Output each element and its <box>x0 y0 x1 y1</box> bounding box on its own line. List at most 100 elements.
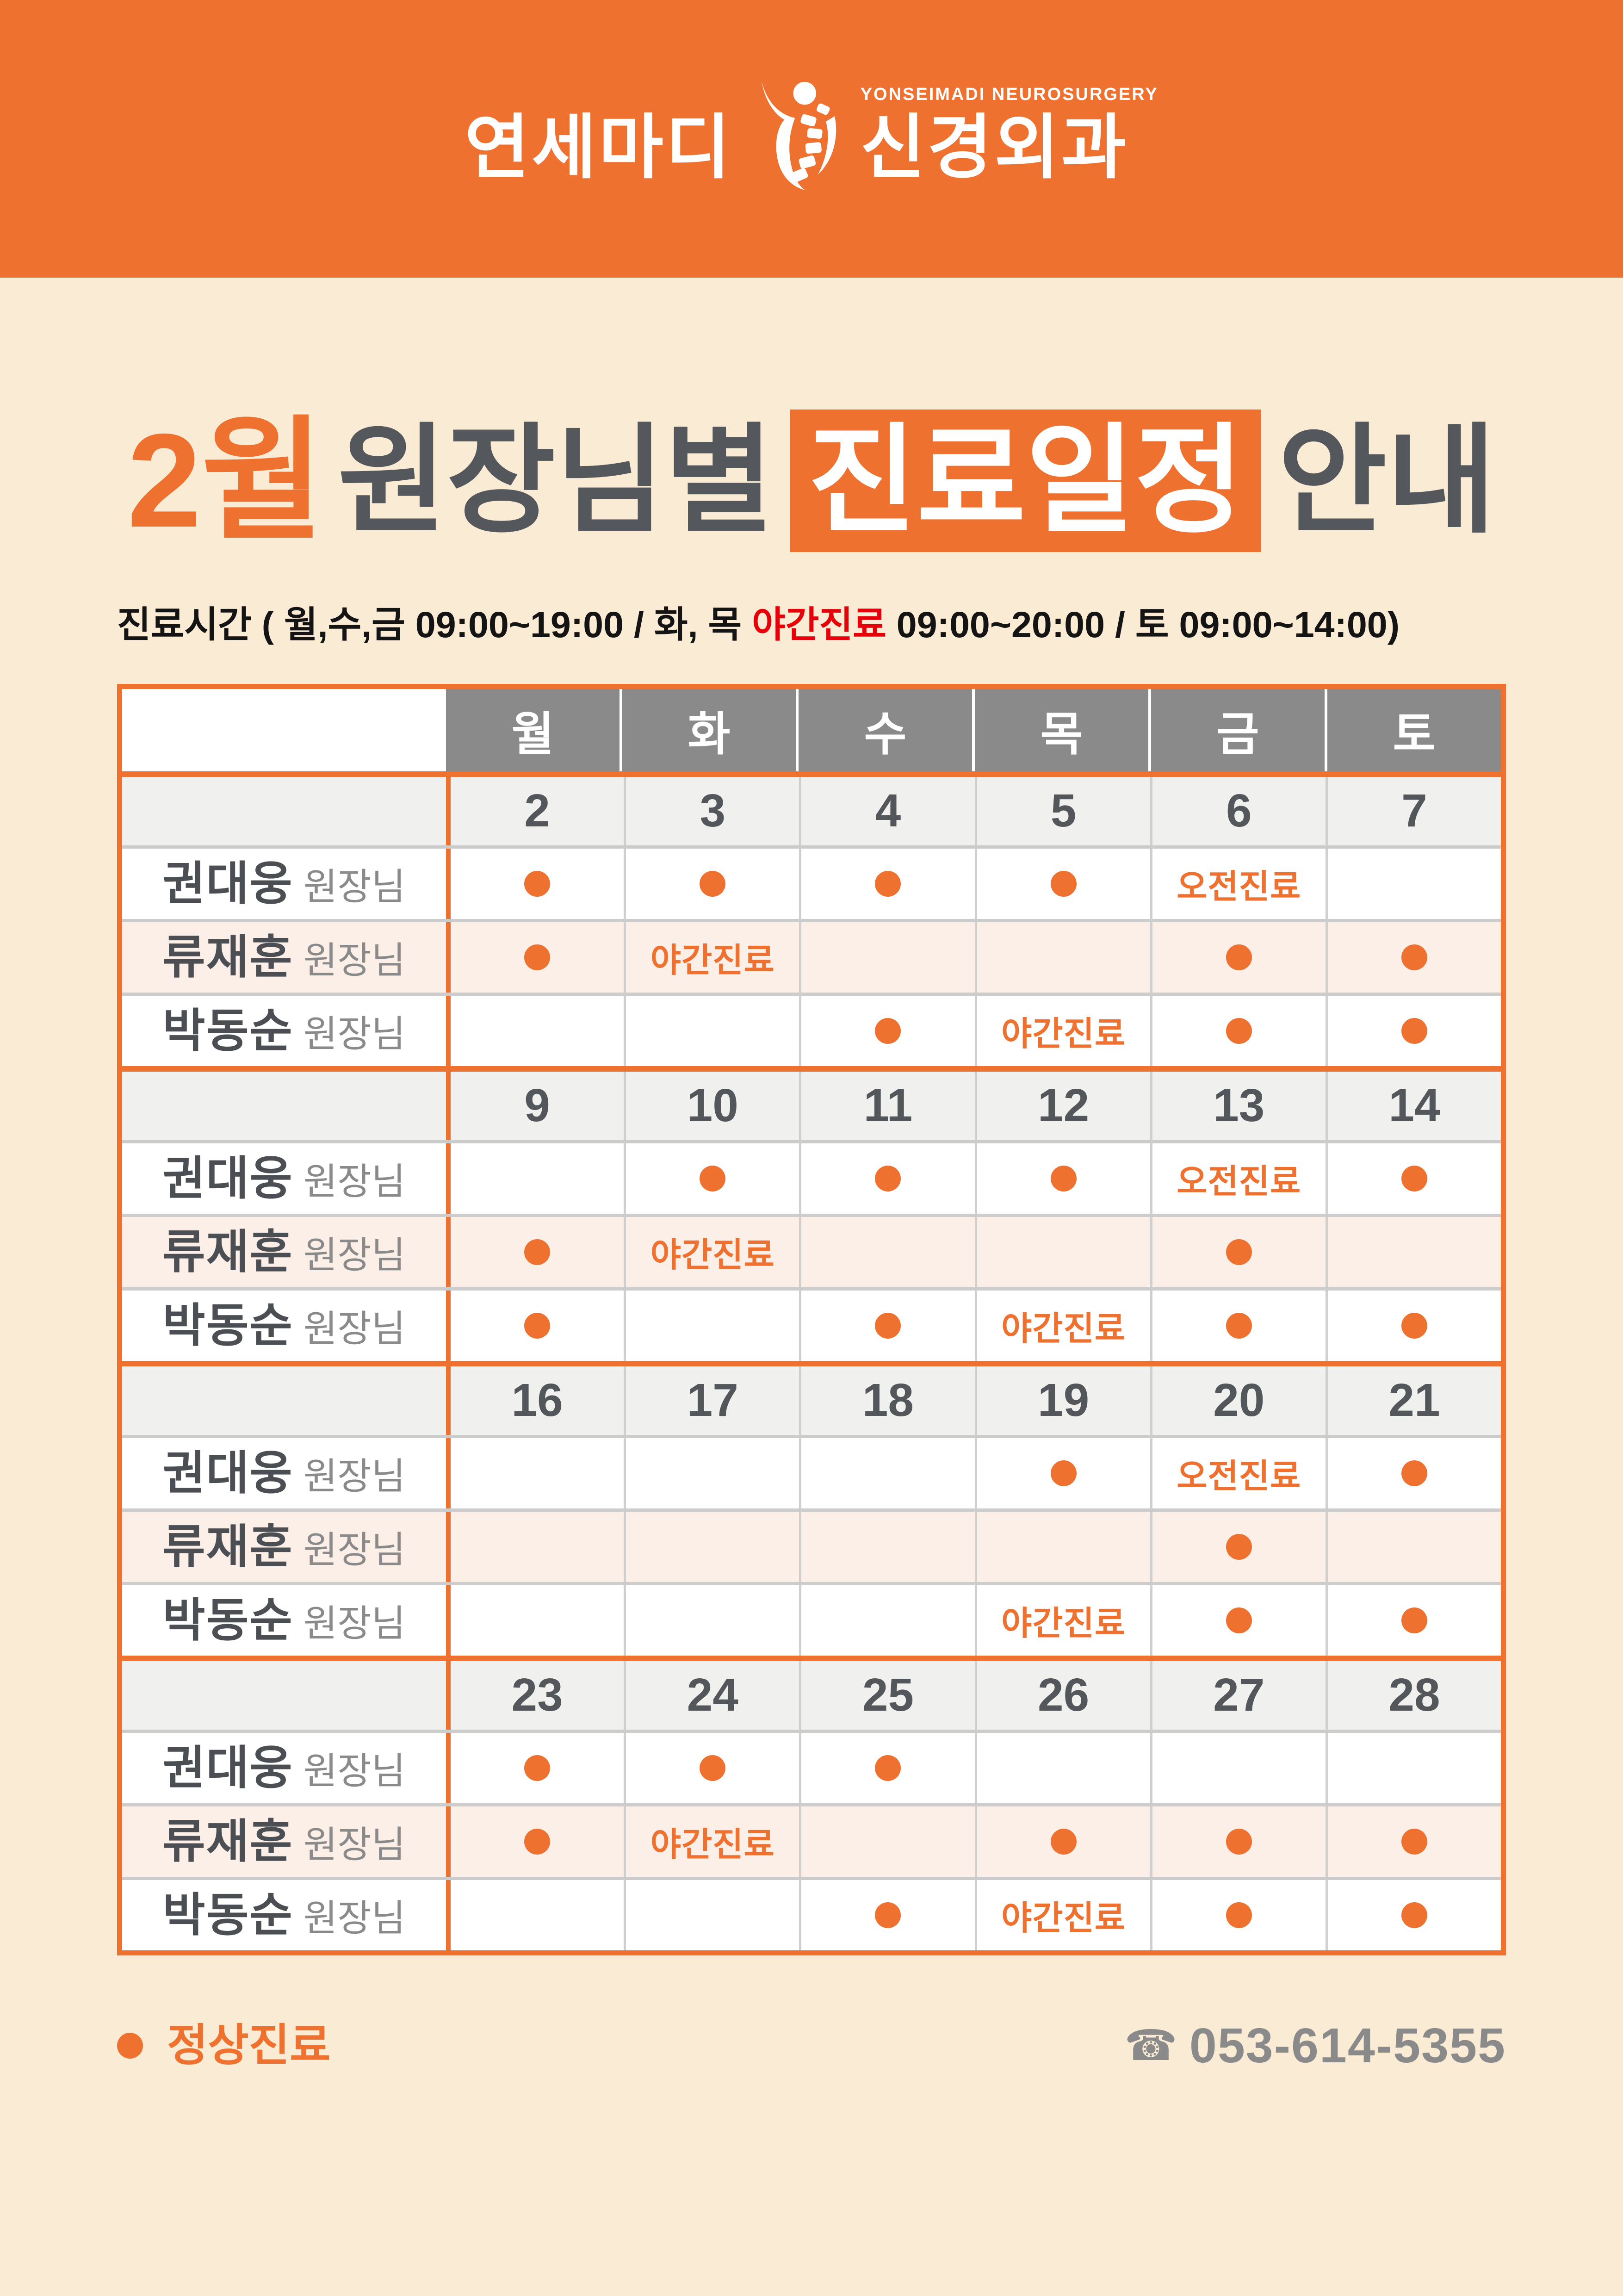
schedule-dot-icon <box>1050 1460 1077 1486</box>
schedule-cell <box>624 1511 799 1582</box>
schedule-dot-icon <box>1226 1533 1252 1560</box>
doctor-title: 원장님 <box>303 1897 406 1939</box>
date-spacer-cell <box>122 777 446 845</box>
schedule-dot-icon <box>700 870 726 897</box>
schedule-dot-icon <box>1401 1018 1427 1044</box>
clinic-logo: 연세마디 YONSEIMADI NEUROSURGERY 신경외과 <box>465 81 1158 191</box>
date-row: 9 10 11 12 13 14 <box>122 1071 1501 1143</box>
schedule-cell <box>1150 922 1326 993</box>
doctor-name-cell: 권대웅 원장님 <box>122 1438 446 1508</box>
doctor-schedule-row: 박동순 원장님 야간진료 <box>122 1880 1501 1950</box>
schedule-cell <box>1325 1216 1501 1287</box>
schedule-cell <box>799 922 974 993</box>
date-cell: 11 <box>799 1071 974 1140</box>
schedule-cell: 야간진료 <box>624 1216 799 1287</box>
title-part2: 안내 <box>1278 415 1496 547</box>
doctor-name-cell: 박동순 원장님 <box>122 1291 446 1361</box>
doctor-name-cell: 류재훈 원장님 <box>122 1512 446 1582</box>
day-header-cell: 화 <box>619 689 796 771</box>
schedule-cell: 야간진료 <box>974 1880 1150 1950</box>
schedule-cell <box>624 848 799 919</box>
schedule-cell <box>799 1511 974 1582</box>
doctor-title: 원장님 <box>303 1455 406 1497</box>
legend-label: 정상진료 <box>167 2020 331 2070</box>
schedule-cell: 오전진료 <box>1150 1438 1326 1508</box>
date-cell: 27 <box>1150 1661 1326 1730</box>
doctor-title: 원장님 <box>303 939 406 981</box>
schedule-dot-icon <box>1401 1165 1427 1191</box>
date-cell: 20 <box>1150 1366 1326 1435</box>
schedule-dot-icon <box>875 1312 901 1339</box>
doctor-title: 원장님 <box>303 1308 406 1349</box>
schedule-dot-icon <box>524 944 551 970</box>
legend: 정상진료 <box>117 2023 330 2068</box>
doctor-name-cell: 박동순 원장님 <box>122 1585 446 1656</box>
schedule-dot-icon <box>1226 944 1252 970</box>
doctor-name-cell: 박동순 원장님 <box>122 1880 446 1950</box>
doctor-schedule-row: 류재훈 원장님 <box>122 1511 1501 1585</box>
hours-prefix: 진료시간 ( 월,수,금 09:00~19:00 / 화, 목 <box>117 604 752 645</box>
doctor-schedule-row: 류재훈 원장님 야간진료 <box>122 1216 1501 1291</box>
date-cell: 16 <box>446 1366 624 1435</box>
schedule-cell <box>1325 848 1501 919</box>
footer: 정상진료 ☎ 053-614-5355 <box>117 2021 1506 2070</box>
date-row: 2 3 4 5 6 7 <box>122 776 1501 849</box>
schedule-cell <box>446 1732 624 1803</box>
date-row: 16 17 18 19 20 21 <box>122 1366 1501 1438</box>
schedule-dot-icon <box>1050 870 1077 897</box>
doctor-title: 원장님 <box>303 1160 406 1202</box>
schedule-cell <box>1325 1880 1501 1950</box>
schedule-dot-icon <box>1050 1828 1077 1855</box>
date-spacer-cell <box>122 1072 446 1140</box>
schedule-cell <box>799 1880 974 1950</box>
schedule-dot-icon <box>875 1165 901 1191</box>
schedule-dot-icon <box>1226 1239 1252 1265</box>
schedule-cell <box>446 1143 624 1214</box>
doctor-name: 류재훈 <box>162 1815 293 1868</box>
normal-care-dot-icon <box>117 2032 143 2059</box>
phone-block: ☎ 053-614-5355 <box>1124 2021 1506 2070</box>
page-title: 2월 원장님별 진료일정 안내 <box>0 410 1623 552</box>
schedule-dot-icon <box>1401 1607 1427 1633</box>
schedule-cell <box>974 1732 1150 1803</box>
schedule-cell <box>1150 1290 1326 1361</box>
doctor-name: 류재훈 <box>162 1226 293 1278</box>
brand-subtitle: YONSEIMADI NEUROSURGERY <box>860 85 1158 104</box>
schedule-cell: 야간진료 <box>624 1806 799 1877</box>
schedule-cell <box>1325 1732 1501 1803</box>
doctor-name: 류재훈 <box>162 1520 293 1573</box>
schedule-cell <box>974 1511 1150 1582</box>
day-header-cell: 목 <box>972 689 1148 771</box>
logo-right-column: YONSEIMADI NEUROSURGERY 신경외과 <box>861 86 1158 183</box>
person-spine-icon <box>761 81 836 191</box>
doctor-schedule-row: 권대웅 원장님 오전진료 <box>122 1143 1501 1217</box>
schedule-dot-icon <box>524 1755 551 1781</box>
schedule-dot-icon <box>1226 1902 1252 1928</box>
title-highlight: 진료일정 <box>790 410 1262 552</box>
date-cell: 23 <box>446 1661 624 1730</box>
date-cell: 21 <box>1325 1366 1501 1435</box>
schedule-cell <box>446 1585 624 1656</box>
schedule-cell <box>1150 1732 1326 1803</box>
doctor-name-cell: 권대웅 원장님 <box>122 1733 446 1803</box>
schedule-cell <box>799 1806 974 1877</box>
schedule-cell <box>799 1438 974 1508</box>
date-spacer-cell <box>122 1366 446 1435</box>
schedule-dot-icon <box>524 1828 551 1855</box>
schedule-cell <box>1150 1880 1326 1950</box>
clinic-hours-line: 진료시간 ( 월,수,금 09:00~19:00 / 화, 목 야간진료 09:… <box>117 604 1506 646</box>
date-cell: 12 <box>974 1071 1150 1140</box>
schedule-cell <box>974 1216 1150 1287</box>
schedule-dot-icon <box>1226 1018 1252 1044</box>
schedule-cell <box>446 848 624 919</box>
schedule-cell <box>446 922 624 993</box>
schedule-cell <box>446 1438 624 1508</box>
doctor-title: 원장님 <box>303 1750 406 1792</box>
schedule-cell <box>446 995 624 1066</box>
schedule-cell <box>1325 1143 1501 1214</box>
date-cell: 28 <box>1325 1661 1501 1730</box>
schedule-cell <box>1150 1585 1326 1656</box>
doctor-name: 박동순 <box>162 1594 293 1646</box>
doctor-schedule-row: 류재훈 원장님 야간진료 <box>122 922 1501 996</box>
schedule-dot-icon <box>524 870 551 897</box>
